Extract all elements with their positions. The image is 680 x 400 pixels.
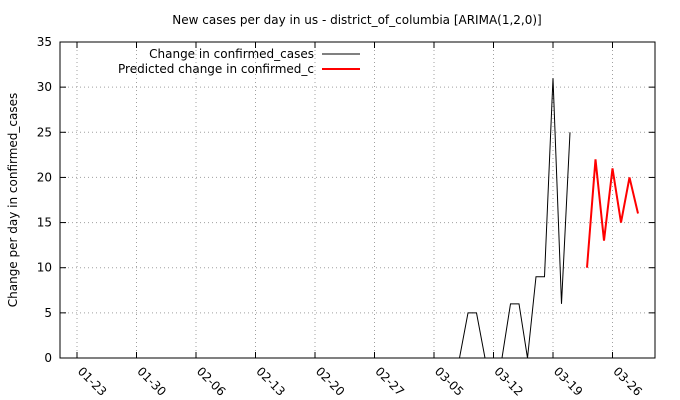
legend-label-actual: Change in confirmed_cases [149, 47, 314, 61]
y-tick-label: 5 [44, 306, 52, 320]
x-tick-label: 03-26 [610, 364, 645, 399]
y-axis-label: Change per day in confirmed_cases [6, 93, 20, 308]
x-tick-label: 02-06 [194, 364, 229, 399]
x-tick-label: 02-20 [313, 364, 348, 399]
y-axis-ticks: 0 5 10 15 20 25 30 35 [37, 35, 655, 365]
y-tick-label: 20 [37, 170, 52, 184]
x-tick-label: 01-30 [134, 364, 169, 399]
legend: Change in confirmed_cases Predicted chan… [118, 47, 360, 76]
x-tick-label: 03-05 [432, 364, 467, 399]
legend-label-predicted: Predicted change in confirmed_c [118, 62, 314, 76]
x-tick-label: 02-27 [372, 364, 407, 399]
grid [60, 42, 655, 358]
series-line-actual [451, 78, 571, 359]
x-tick-label: 03-12 [491, 364, 526, 399]
x-tick-label: 03-19 [551, 364, 586, 399]
chart-title: New cases per day in us - district_of_co… [172, 13, 542, 27]
x-axis-ticks: 01-23 01-30 02-06 02-13 02-20 02-27 03-05 03-12… [75, 42, 645, 399]
series-layer [450, 78, 639, 359]
x-tick-label: 01-23 [75, 364, 110, 399]
y-tick-label: 30 [37, 80, 52, 94]
y-tick-label: 15 [37, 216, 52, 230]
y-tick-label: 10 [37, 261, 52, 275]
plot-frame [59, 41, 656, 359]
series-line-predicted [586, 159, 639, 268]
y-tick-label: 0 [44, 351, 52, 365]
x-tick-label: 02-13 [253, 364, 288, 399]
y-tick-label: 35 [37, 35, 52, 49]
y-tick-label: 25 [37, 125, 52, 139]
